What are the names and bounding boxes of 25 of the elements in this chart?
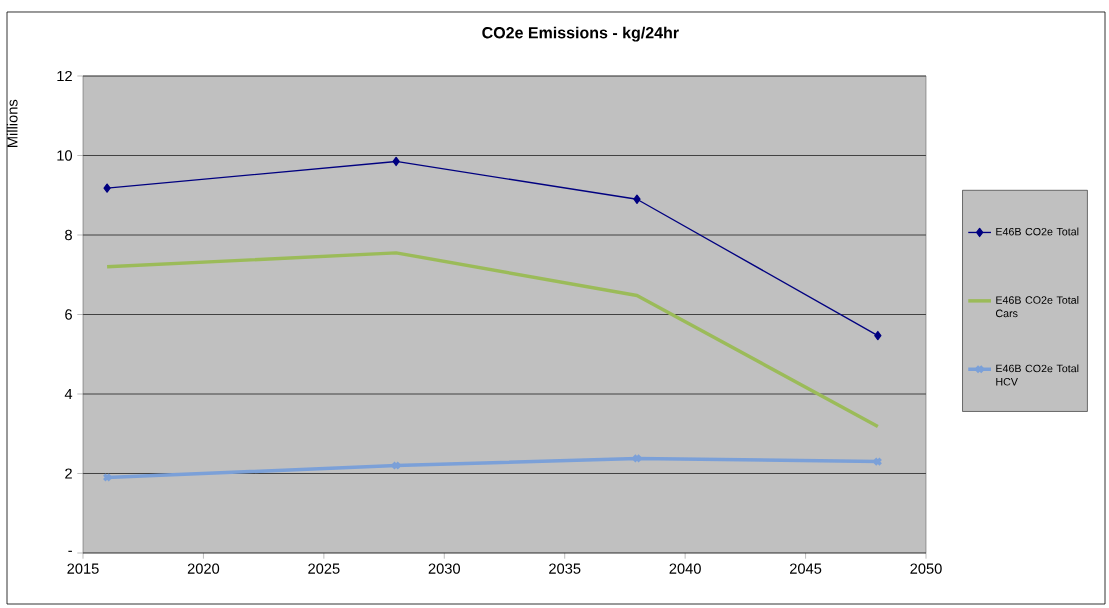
x-tick-label: 2015 — [67, 563, 99, 574]
y-tick-label: 12 — [57, 70, 72, 82]
y-tick-label: - — [68, 550, 72, 552]
legend-label: E46B CO2e Total — [996, 227, 1079, 236]
point — [633, 194, 641, 204]
y-tick-label: 2 — [65, 468, 72, 479]
x-tick-label: 2025 — [308, 563, 340, 574]
point — [103, 183, 111, 193]
x-tick-label: 2050 — [910, 563, 942, 574]
x-tick-label: 2040 — [669, 563, 701, 574]
x-tick-label: 2030 — [428, 563, 461, 574]
y-tick-label: 8 — [65, 229, 72, 241]
legend-label: E46B CO2e Total HCV — [996, 364, 1079, 386]
point — [874, 330, 882, 341]
legend-label: E46B CO2e Total Cars — [995, 295, 1079, 318]
y-tick-label: 10 — [57, 150, 73, 161]
y-tick-label: 4 — [64, 388, 73, 400]
chart-title: CO2e Emissions - kg/24hr — [482, 26, 679, 42]
x-tick-label: 2035 — [549, 563, 581, 574]
line-series — [105, 251, 880, 429]
x-tick-label: 2020 — [187, 563, 220, 574]
y-tick-label: 6 — [65, 309, 72, 320]
point — [392, 156, 400, 167]
y-axis-title: Millions — [6, 99, 18, 147]
x-tick-label: 2045 — [790, 563, 822, 574]
